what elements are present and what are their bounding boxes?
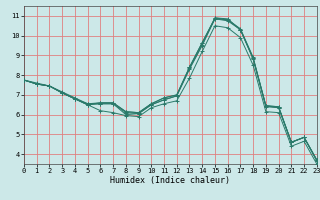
X-axis label: Humidex (Indice chaleur): Humidex (Indice chaleur) — [110, 176, 230, 185]
